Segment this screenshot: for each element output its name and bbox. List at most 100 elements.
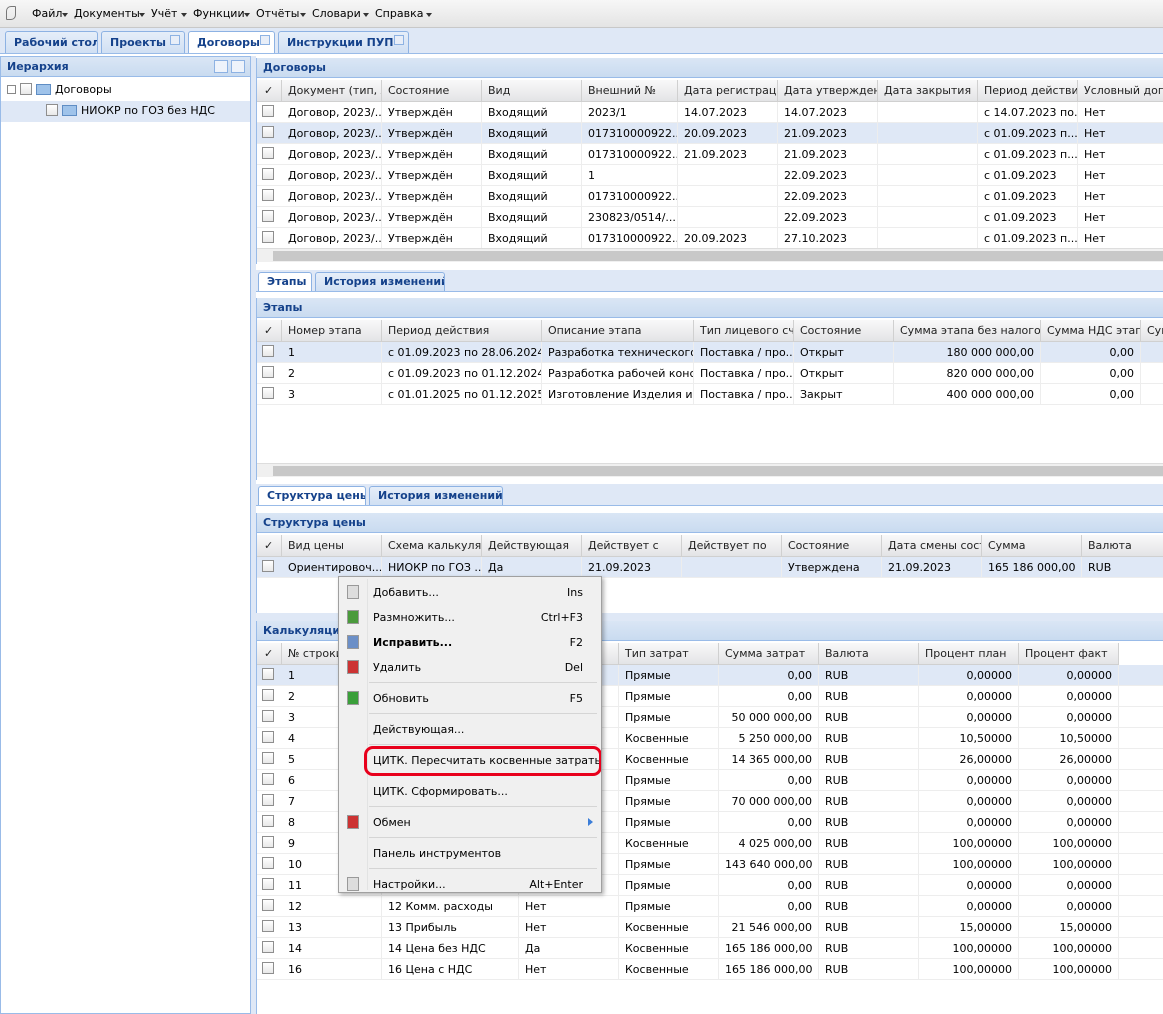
row-checkbox[interactable] (262, 168, 274, 180)
grid-row[interactable]: 9 Косвенные 4 025 000,00 RUB 100,00000 100,00… (257, 833, 1163, 854)
header-cell[interactable]: Вид (482, 80, 582, 102)
grid-row[interactable]: 13 13 Прибыль Нет Косвенные 21 546 000,00 RUB… (257, 917, 1163, 938)
header-cell[interactable]: Дата утверждения (778, 80, 878, 102)
grid-row[interactable]: 7 Прямые 70 000 000,00 RUB 0,00000 0,00000 (257, 791, 1163, 812)
row-checkbox[interactable] (262, 815, 274, 827)
row-checkbox[interactable] (262, 366, 274, 378)
grid-row[interactable]: 16 16 Цена с НДС Нет Косвенные 165 186 000,0… (257, 959, 1163, 980)
tab[interactable]: Договоры (188, 31, 275, 53)
header-cell[interactable]: Описание этапа (542, 320, 694, 342)
row-checkbox[interactable] (262, 560, 274, 572)
menu-item[interactable]: Словари (312, 7, 361, 20)
grid-row[interactable]: Договор, 2023/... Утверждён Входящий 017310… (257, 186, 1163, 207)
grid-row[interactable]: 2 Прямые 0,00 RUB 0,00000 0,00000 (257, 686, 1163, 707)
tree-checkbox[interactable] (20, 83, 32, 95)
row-checkbox[interactable] (262, 899, 274, 911)
header-cell[interactable]: Действует по (682, 535, 782, 557)
header-cell[interactable]: Валюта (819, 643, 919, 665)
header-cell[interactable]: Условный договор (1078, 80, 1163, 102)
tab[interactable]: Рабочий стол (5, 31, 98, 53)
tab[interactable]: История изменений (369, 486, 503, 505)
tab-close[interactable] (260, 35, 270, 45)
tab[interactable]: Структура цены (258, 486, 366, 505)
header-cell[interactable]: Дата регистрации (678, 80, 778, 102)
grid-row[interactable]: Договор, 2023/... Утверждён Входящий 017310… (257, 123, 1163, 144)
row-checkbox[interactable] (262, 210, 274, 222)
grid-row[interactable]: 6 Прямые 0,00 RUB 0,00000 0,00000 (257, 770, 1163, 791)
tab[interactable]: Проекты (101, 31, 185, 53)
grid-row[interactable]: Договор, 2023/... Утверждён Входящий 230823… (257, 207, 1163, 228)
grid-row[interactable]: Ориентировоч... НИОКР по ГОЗ ... Да 21.09.2… (257, 557, 1163, 578)
menu-item[interactable]: Справка (375, 7, 424, 20)
tab[interactable]: История изменений (315, 272, 445, 291)
context-menu-item[interactable]: ЦИТК. Сформировать... (341, 779, 599, 804)
grid-row[interactable]: Договор, 2023/... Утверждён Входящий 017310… (257, 144, 1163, 165)
header-cell[interactable]: Состояние (382, 80, 482, 102)
context-menu-item[interactable]: Обмен (341, 810, 599, 835)
context-menu-item[interactable]: Настройки... Alt+Enter (341, 872, 599, 892)
row-checkbox[interactable] (262, 126, 274, 138)
row-checkbox[interactable] (262, 794, 274, 806)
row-checkbox[interactable] (262, 731, 274, 743)
header-cell[interactable]: Внешний № (582, 80, 678, 102)
header-cell[interactable]: Действующая (482, 535, 582, 557)
context-menu-item[interactable]: Действующая... (341, 717, 599, 742)
collapse-button[interactable] (231, 60, 245, 73)
header-cell[interactable]: Схема калькуляции (382, 535, 482, 557)
context-menu-item[interactable]: Исправить... F2 (341, 630, 599, 655)
row-checkbox[interactable] (262, 105, 274, 117)
header-cell[interactable]: Тип лицевого счёта (694, 320, 794, 342)
menu-item[interactable]: Функции (193, 7, 245, 20)
row-checkbox[interactable] (262, 231, 274, 243)
row-checkbox[interactable] (262, 752, 274, 764)
tab[interactable]: Инструкции ПУП (278, 31, 409, 53)
grid-row[interactable]: Договор, 2023/... Утверждён Входящий 017310… (257, 228, 1163, 249)
context-menu-item[interactable]: ЦИТК. Пересчитать косвенные затраты... (341, 748, 599, 773)
row-checkbox[interactable] (262, 878, 274, 890)
row-checkbox[interactable] (262, 836, 274, 848)
header-cell[interactable]: Документ (тип, № (282, 80, 382, 102)
header-cell[interactable]: Валюта (1082, 535, 1163, 557)
grid-row[interactable]: Договор, 2023/... Утверждён Входящий 1 22.09… (257, 165, 1163, 186)
header-cell[interactable]: Действует с (582, 535, 682, 557)
tab-close[interactable] (394, 35, 404, 45)
menu-item[interactable]: Файл (32, 7, 63, 20)
header-cell[interactable]: Сумма затрат (719, 643, 819, 665)
context-menu-item[interactable]: Добавить... Ins (341, 580, 599, 605)
header-cell[interactable]: Тип затрат (619, 643, 719, 665)
header-cell[interactable]: Вид цены (282, 535, 382, 557)
grid-row[interactable]: Договор, 2023/... Утверждён Входящий 2023/1… (257, 102, 1163, 123)
header-cell[interactable]: Процент план (919, 643, 1019, 665)
grid-row[interactable]: 4 Косвенные 5 250 000,00 RUB 10,50000 10,5000… (257, 728, 1163, 749)
row-checkbox[interactable] (262, 857, 274, 869)
menu-item[interactable]: Отчёты (256, 7, 300, 20)
menu-item[interactable]: Учёт (151, 7, 178, 20)
header-cell[interactable]: Дата закрытия (878, 80, 978, 102)
header-cell[interactable]: Сумма НДС этапа (1041, 320, 1141, 342)
context-menu-item[interactable]: Обновить F5 (341, 686, 599, 711)
tree-node[interactable]: НИОКР по ГОЗ без НДС (81, 104, 215, 117)
grid-row[interactable]: 10 Прямые 143 640 000,00 RUB 100,00000 100,00… (257, 854, 1163, 875)
tree-checkbox[interactable] (46, 104, 58, 116)
tab[interactable]: Этапы (258, 272, 312, 291)
context-menu-item[interactable]: Удалить Del (341, 655, 599, 680)
row-checkbox[interactable] (262, 689, 274, 701)
row-checkbox[interactable] (262, 920, 274, 932)
row-checkbox[interactable] (262, 345, 274, 357)
header-cell[interactable]: Дата смены состояния (882, 535, 982, 557)
grid-row[interactable]: 11 Прямые 0,00 RUB 0,00000 0,00000 (257, 875, 1163, 896)
h-scrollbar[interactable] (257, 463, 1163, 477)
header-cell[interactable]: Состояние (794, 320, 894, 342)
splitter[interactable] (251, 56, 256, 1014)
header-cell[interactable]: Период действия (978, 80, 1078, 102)
row-checkbox[interactable] (262, 941, 274, 953)
row-checkbox[interactable] (262, 962, 274, 974)
context-menu-item[interactable]: Размножить... Ctrl+F3 (341, 605, 599, 630)
header-cell[interactable]: Номер этапа (282, 320, 382, 342)
tab-close[interactable] (170, 35, 180, 45)
row-checkbox[interactable] (262, 147, 274, 159)
grid-row[interactable]: 14 14 Цена без НДС Да Косвенные 165 186 000,… (257, 938, 1163, 959)
menu-item[interactable]: Документы (74, 7, 140, 20)
